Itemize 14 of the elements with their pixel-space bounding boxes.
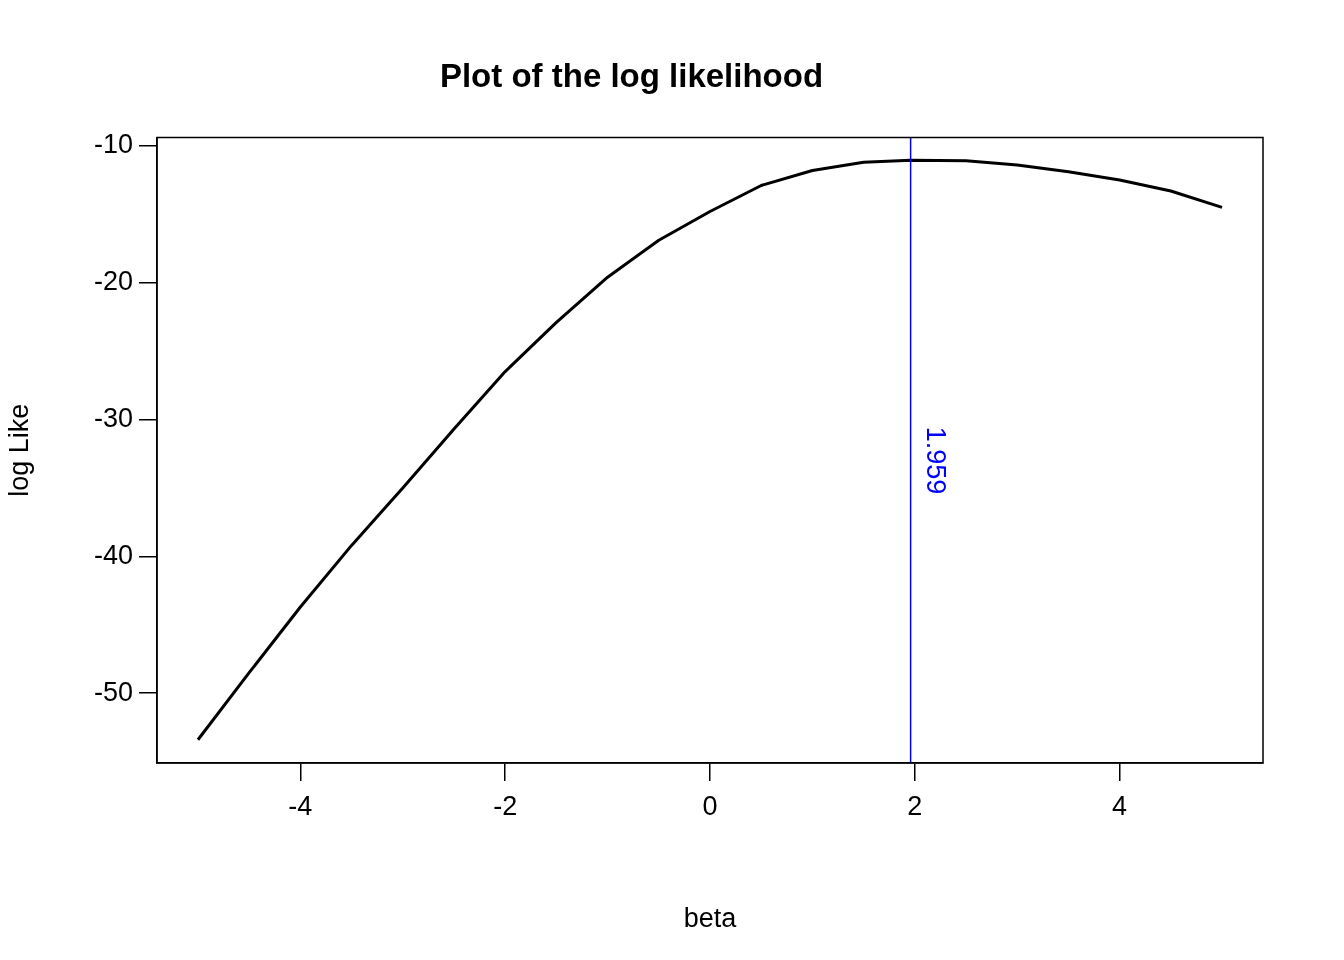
x-axis-title: beta — [683, 903, 738, 934]
y-tick-label: -50 — [93, 676, 133, 707]
y-tick-label: -30 — [93, 402, 133, 433]
x-tick-label: 4 — [1112, 790, 1128, 821]
y-axis-title: log Like — [3, 403, 34, 497]
x-tick-label: -2 — [493, 790, 518, 821]
ref-line-label: 1.959 — [920, 426, 951, 495]
chart-title: Plot of the log likelihood — [439, 56, 824, 94]
y-tick-label: -20 — [93, 266, 133, 297]
y-tick-label: -40 — [93, 539, 133, 570]
x-tick-label: 2 — [907, 790, 923, 821]
y-tick-label: -10 — [93, 129, 133, 160]
x-tick-label: 0 — [702, 790, 718, 821]
x-tick-label: -4 — [288, 790, 313, 821]
